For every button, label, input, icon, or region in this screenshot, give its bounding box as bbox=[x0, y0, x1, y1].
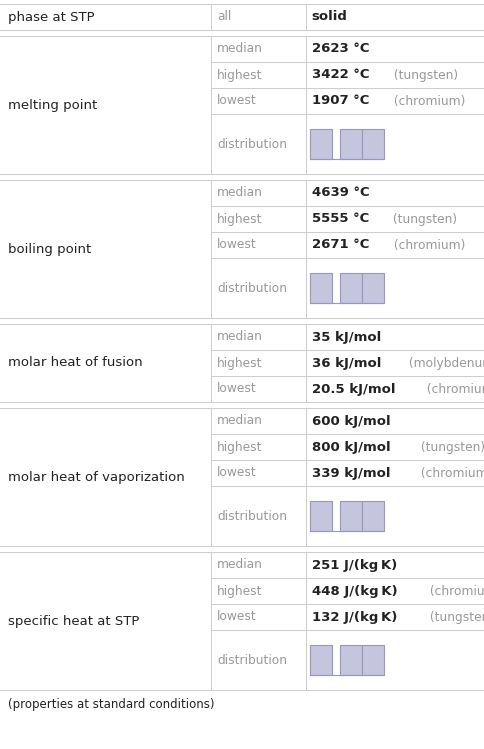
Text: 3422 °C: 3422 °C bbox=[311, 68, 368, 82]
Bar bbox=[361, 501, 383, 531]
Text: (chromium): (chromium) bbox=[389, 238, 464, 252]
Text: (chromium): (chromium) bbox=[425, 584, 484, 598]
Text: (molybdenum): (molybdenum) bbox=[404, 357, 484, 369]
Text: molar heat of vaporization: molar heat of vaporization bbox=[8, 470, 184, 484]
Text: median: median bbox=[216, 43, 262, 55]
Bar bbox=[361, 129, 383, 159]
Text: (chromium): (chromium) bbox=[416, 467, 484, 479]
Text: 132 J/(kg K): 132 J/(kg K) bbox=[311, 610, 396, 623]
Text: melting point: melting point bbox=[8, 99, 97, 112]
Text: distribution: distribution bbox=[216, 653, 287, 667]
Bar bbox=[309, 501, 331, 531]
Text: (chromium): (chromium) bbox=[423, 383, 484, 395]
Text: 20.5 kJ/mol: 20.5 kJ/mol bbox=[311, 383, 394, 395]
Text: 2671 °C: 2671 °C bbox=[311, 238, 368, 252]
Text: highest: highest bbox=[216, 213, 262, 225]
Text: lowest: lowest bbox=[216, 383, 256, 395]
Bar bbox=[361, 273, 383, 303]
Text: 4639 °C: 4639 °C bbox=[311, 187, 368, 199]
Text: highest: highest bbox=[216, 357, 262, 369]
Text: 251 J/(kg K): 251 J/(kg K) bbox=[311, 559, 396, 571]
Bar bbox=[339, 501, 361, 531]
Text: highest: highest bbox=[216, 584, 262, 598]
Text: highest: highest bbox=[216, 68, 262, 82]
Text: 36 kJ/mol: 36 kJ/mol bbox=[311, 357, 380, 369]
Text: lowest: lowest bbox=[216, 238, 256, 252]
Text: median: median bbox=[216, 187, 262, 199]
Bar bbox=[361, 645, 383, 675]
Bar bbox=[339, 645, 361, 675]
Text: boiling point: boiling point bbox=[8, 243, 91, 255]
Text: 800 kJ/mol: 800 kJ/mol bbox=[311, 440, 389, 453]
Text: median: median bbox=[216, 414, 262, 428]
Text: 5555 °C: 5555 °C bbox=[311, 213, 368, 225]
Text: 448 J/(kg K): 448 J/(kg K) bbox=[311, 584, 396, 598]
Text: (properties at standard conditions): (properties at standard conditions) bbox=[8, 698, 214, 711]
Text: 600 kJ/mol: 600 kJ/mol bbox=[311, 414, 389, 428]
Bar bbox=[339, 273, 361, 303]
Text: median: median bbox=[216, 330, 262, 344]
Text: (tungsten): (tungsten) bbox=[389, 213, 456, 225]
Text: distribution: distribution bbox=[216, 138, 287, 151]
Text: 1907 °C: 1907 °C bbox=[311, 94, 368, 108]
Bar bbox=[309, 645, 331, 675]
Text: 2623 °C: 2623 °C bbox=[311, 43, 368, 55]
Text: 35 kJ/mol: 35 kJ/mol bbox=[311, 330, 380, 344]
Text: molar heat of fusion: molar heat of fusion bbox=[8, 357, 142, 369]
Text: (tungsten): (tungsten) bbox=[425, 610, 484, 623]
Bar bbox=[309, 273, 331, 303]
Text: median: median bbox=[216, 559, 262, 571]
Text: specific heat at STP: specific heat at STP bbox=[8, 614, 139, 628]
Text: lowest: lowest bbox=[216, 467, 256, 479]
Text: (tungsten): (tungsten) bbox=[389, 68, 457, 82]
Text: (chromium): (chromium) bbox=[389, 94, 464, 108]
Text: lowest: lowest bbox=[216, 94, 256, 108]
Text: distribution: distribution bbox=[216, 509, 287, 523]
Bar bbox=[309, 129, 331, 159]
Text: 339 kJ/mol: 339 kJ/mol bbox=[311, 467, 389, 479]
Text: highest: highest bbox=[216, 440, 262, 453]
Text: all: all bbox=[216, 10, 231, 23]
Text: phase at STP: phase at STP bbox=[8, 10, 94, 23]
Text: solid: solid bbox=[311, 10, 347, 23]
Text: (tungsten): (tungsten) bbox=[416, 440, 484, 453]
Text: lowest: lowest bbox=[216, 610, 256, 623]
Text: distribution: distribution bbox=[216, 282, 287, 294]
Bar bbox=[339, 129, 361, 159]
